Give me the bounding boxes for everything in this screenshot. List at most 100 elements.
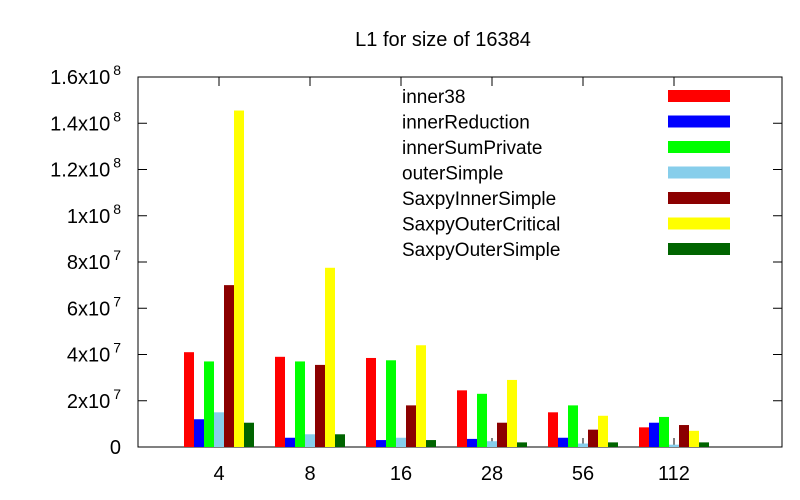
legend-swatch	[668, 243, 730, 255]
bar-series-group	[184, 110, 709, 447]
bar	[699, 442, 709, 447]
legend-label: SaxpyOuterCritical	[402, 215, 560, 236]
bar	[214, 412, 224, 447]
bar	[184, 352, 194, 447]
legend-swatch	[668, 141, 730, 153]
y-tick-mantissa: 1.4x10	[50, 113, 110, 135]
x-tick-label: 112	[658, 463, 690, 485]
y-tick-exponent: 7	[113, 293, 121, 309]
bar	[234, 110, 244, 447]
y-tick-exponent: 7	[113, 340, 121, 356]
bar	[426, 440, 436, 447]
bar	[386, 360, 396, 447]
y-tick-mantissa: 4x10	[67, 345, 110, 367]
bar	[396, 437, 406, 447]
bar	[669, 444, 679, 447]
y-tick-exponent: 8	[113, 155, 121, 171]
y-tick-exponent: 7	[113, 386, 121, 402]
bar	[194, 419, 204, 447]
bar	[244, 422, 254, 447]
y-tick-label: 8x10 7	[67, 247, 121, 274]
bar	[376, 440, 386, 447]
bar	[315, 364, 325, 447]
bar	[659, 416, 669, 447]
y-tick-label: 1.4x10 8	[50, 108, 121, 135]
bar-series	[234, 110, 699, 447]
legend-swatch	[668, 115, 730, 128]
bar	[689, 430, 699, 447]
y-tick-mantissa: 6x10	[67, 298, 110, 320]
legend-label: SaxpyOuterSimple	[402, 240, 560, 261]
y-tick-mantissa: 2x10	[67, 391, 110, 413]
y-tick-label: 0	[110, 437, 121, 459]
bar	[406, 405, 416, 447]
bar	[224, 285, 234, 447]
legend-label: inner38	[402, 87, 465, 108]
bar	[487, 441, 497, 447]
bar	[548, 412, 558, 447]
legend-label: SaxpyInnerSimple	[402, 189, 556, 210]
x-tick-label: 8	[304, 463, 315, 485]
bar	[588, 429, 598, 447]
bar	[416, 345, 426, 447]
bar	[639, 427, 649, 447]
bar	[305, 434, 315, 447]
y-tick-mantissa: 1.6x10	[50, 67, 110, 89]
bar	[366, 357, 376, 447]
bar	[204, 361, 214, 447]
bar	[649, 422, 659, 447]
y-tick-exponent: 8	[113, 201, 121, 217]
legend-swatch	[668, 166, 730, 179]
bar	[608, 442, 618, 447]
y-tick-mantissa: 1x10	[67, 206, 110, 228]
x-tick-label: 28	[481, 463, 503, 485]
y-tick-label: 1.2x10 8	[50, 155, 121, 182]
bar	[598, 415, 608, 447]
y-tick-mantissa: 8x10	[67, 252, 110, 274]
bar-series	[194, 419, 659, 447]
x-tick-label: 56	[572, 463, 594, 485]
y-tick-exponent: 8	[113, 108, 121, 124]
legend: inner38 innerReduction innerSumPrivate oute…	[402, 87, 730, 261]
bar	[477, 393, 487, 447]
bar	[558, 437, 568, 447]
bar	[517, 442, 527, 447]
x-tick-label: 16	[390, 463, 412, 485]
y-tick-label: 6x10 7	[67, 293, 121, 320]
bar-series	[204, 360, 669, 447]
bar	[467, 438, 477, 447]
bar	[285, 437, 295, 447]
bar-series	[214, 412, 679, 447]
y-tick-mantissa: 0	[110, 437, 121, 459]
bar	[295, 361, 305, 447]
bar	[335, 434, 345, 447]
bar	[325, 267, 335, 447]
bar-series	[244, 422, 709, 447]
bar	[679, 425, 689, 447]
legend-swatch	[668, 192, 730, 204]
chart-title: L1 for size of 16384	[355, 29, 531, 51]
y-tick-label: 1.6x10 8	[50, 62, 121, 89]
bar	[507, 379, 517, 447]
y-tick-exponent: 7	[113, 247, 121, 263]
bar	[578, 443, 588, 447]
y-tick-label: 2x10 7	[67, 386, 121, 413]
legend-label: outerSimple	[402, 164, 503, 185]
legend-swatch	[668, 90, 730, 102]
y-tick-exponent: 8	[113, 62, 121, 78]
legend-label: innerReduction	[402, 113, 530, 134]
legend-label: innerSumPrivate	[402, 138, 542, 159]
bar	[568, 405, 578, 447]
bar-series	[184, 352, 649, 447]
y-tick-label: 1x10 8	[67, 201, 121, 228]
x-tick-label: 4	[213, 463, 224, 485]
bar	[275, 356, 285, 447]
bar	[457, 390, 467, 447]
y-tick-mantissa: 1.2x10	[50, 160, 110, 182]
bar	[497, 422, 507, 447]
y-tick-label: 4x10 7	[67, 340, 121, 367]
legend-swatch	[668, 217, 730, 230]
bar-series	[224, 285, 689, 447]
